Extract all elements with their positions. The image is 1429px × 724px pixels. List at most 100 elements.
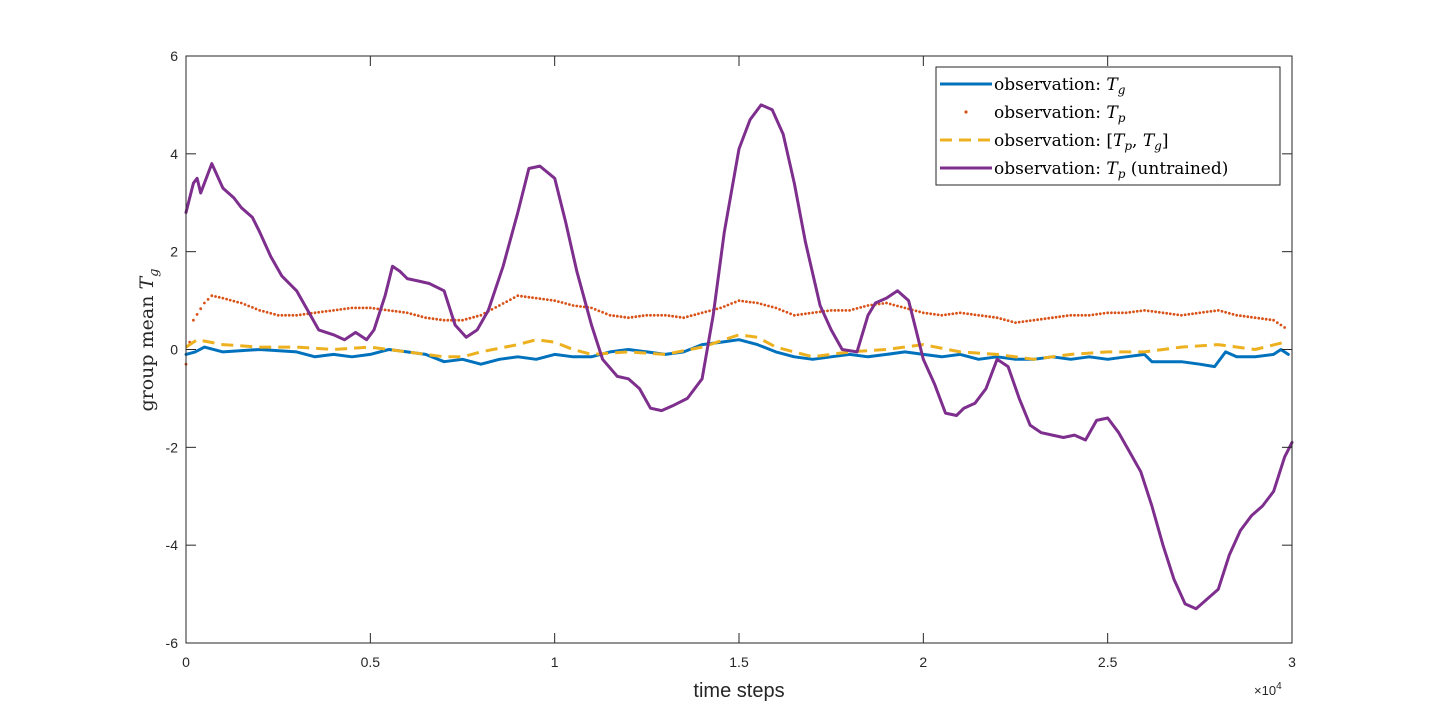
series-2-point — [490, 308, 494, 311]
series-2-point — [881, 302, 885, 305]
legend-entry-2: observation: Tp​ — [964, 103, 1126, 125]
series-2-point — [745, 300, 748, 303]
series-2-point — [697, 312, 700, 316]
series-2-point — [936, 313, 940, 317]
series-2-point — [1062, 314, 1065, 318]
series-2-point — [531, 296, 534, 299]
series-2-point — [671, 314, 674, 318]
series-2-point — [888, 302, 892, 306]
series-2-point — [756, 301, 759, 305]
series-2-point — [1006, 319, 1010, 322]
series-2-point — [1132, 310, 1135, 314]
series-2-point — [992, 315, 995, 319]
series-2-point — [210, 294, 214, 298]
series-2-point — [689, 314, 693, 318]
series-2-point — [785, 310, 789, 314]
series-2-point — [1058, 315, 1062, 319]
series-2-point — [663, 313, 667, 317]
series-2-point — [192, 318, 195, 322]
series-2-point — [442, 318, 446, 322]
legend-label: observation: [Tp​, Tg​] — [994, 131, 1169, 153]
series-2-point — [1110, 311, 1113, 315]
series-2-point — [940, 313, 944, 317]
series-2-point — [424, 316, 427, 320]
legend-label: observation: Tg​ — [994, 75, 1126, 97]
x-tick-label: 1 — [551, 654, 559, 670]
series-2-point — [1076, 313, 1080, 317]
series-2-point — [475, 314, 479, 318]
series-2-point — [512, 296, 516, 299]
series-2-point — [1180, 313, 1183, 317]
series-2-point — [686, 315, 689, 319]
series-2-point — [704, 310, 708, 314]
series-2-point — [1095, 312, 1098, 316]
legend-entry-1: observation: Tg​ — [940, 75, 1126, 97]
series-2-point — [1010, 320, 1014, 323]
series-2-point — [1250, 315, 1253, 319]
series-2-point — [829, 309, 833, 312]
series-2-point — [1080, 313, 1084, 317]
series-2-point — [1275, 321, 1279, 324]
series-2-point — [837, 309, 840, 312]
series-2-point — [1135, 309, 1139, 313]
series-2-point — [944, 313, 947, 317]
series-2-point — [969, 312, 973, 316]
series-2-point — [545, 298, 549, 301]
series-2-point — [1205, 310, 1209, 314]
series-2-point — [1124, 311, 1128, 315]
x-tick-label: 2 — [919, 654, 927, 670]
series-2-point — [402, 310, 405, 314]
series-2-point — [501, 302, 505, 305]
series-2-point — [619, 315, 623, 319]
series-2-point — [807, 311, 811, 315]
series-2-point — [774, 306, 778, 310]
series-2-point — [273, 312, 276, 316]
x-axis-label: time steps — [693, 680, 784, 702]
series-2-point — [1073, 313, 1076, 317]
x-exponent: ×104 — [1254, 681, 1282, 698]
series-2-point — [520, 294, 523, 298]
series-2-point — [1168, 312, 1172, 316]
series-2-point — [509, 298, 512, 301]
series-2-point — [1054, 315, 1058, 319]
series-2-point — [368, 306, 372, 310]
series-2-point — [239, 301, 243, 305]
series-2-point — [195, 313, 199, 316]
series-2-point — [394, 309, 398, 313]
series-2-point — [354, 306, 357, 310]
series-2-point — [1183, 313, 1187, 317]
series-2-point — [457, 318, 461, 322]
series-2-point — [1176, 313, 1180, 317]
series-2-point — [1098, 312, 1102, 316]
series-2-point — [262, 309, 265, 313]
series-2-point — [258, 309, 262, 312]
series-2-point — [973, 313, 977, 317]
series-2-point — [988, 315, 992, 319]
series-2-point — [933, 312, 936, 316]
series-2-point — [851, 308, 855, 311]
series-2-point — [604, 312, 608, 316]
series-2-point — [221, 296, 225, 300]
series-2-markers — [184, 294, 1286, 366]
series-2-point — [796, 313, 800, 317]
series-2-point — [291, 313, 295, 317]
y-tick-label: -4 — [166, 537, 179, 553]
series-2-point — [302, 312, 306, 316]
series-4-line — [184, 103, 1294, 611]
series-2-point — [1069, 313, 1073, 317]
series-2-point — [612, 314, 616, 318]
series-2-point — [1139, 309, 1143, 313]
series-2-point — [464, 317, 468, 321]
y-tick-label: -6 — [166, 635, 179, 651]
series-2-point — [862, 305, 866, 308]
series-2-point — [733, 300, 737, 304]
legend-box — [935, 66, 1281, 186]
y-axis: -6 -4 -2 0 2 4 6 — [166, 48, 1292, 651]
series-2-point — [597, 309, 601, 313]
series-2-point — [203, 301, 206, 305]
y-axis-label: group mean Tg — [136, 268, 162, 411]
series-2-point — [387, 309, 391, 312]
series-2-point — [918, 310, 921, 314]
series-2-point — [1161, 311, 1165, 315]
series-2-point — [645, 313, 649, 317]
